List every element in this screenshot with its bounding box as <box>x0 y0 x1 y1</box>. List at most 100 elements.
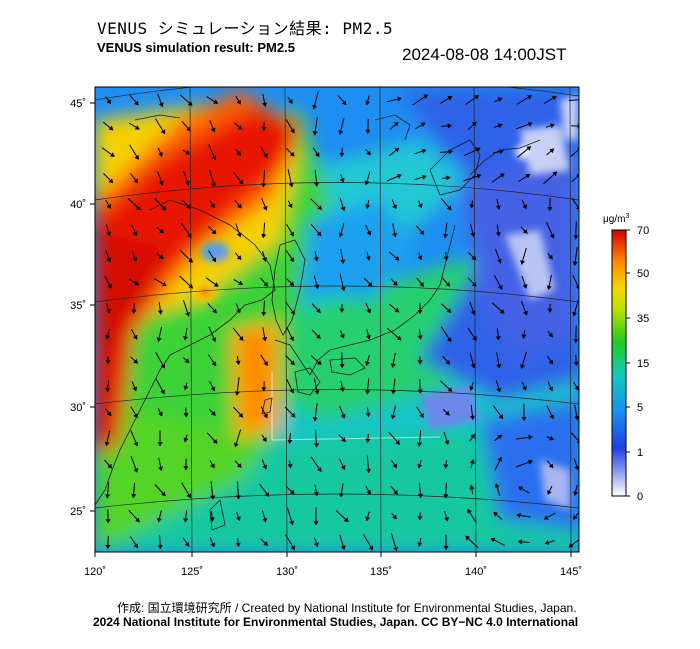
wind-arrow-head <box>339 333 345 339</box>
wind-arrow-head <box>213 282 219 287</box>
wind-arrow-head <box>417 335 423 340</box>
wind-arrow-head <box>211 155 217 161</box>
wind-arrow-head <box>469 484 475 490</box>
wind-arrow-shaft <box>570 148 579 157</box>
wind-arrow-head <box>161 491 166 497</box>
wind-arrow-head <box>313 182 320 187</box>
wind-arrow-head <box>496 387 502 393</box>
wind-arrow-head <box>552 171 558 177</box>
wind-arrow-head <box>470 310 476 316</box>
wind-arrow-head <box>551 96 557 101</box>
wind-arrow-head <box>525 173 531 179</box>
wind-arrow-head <box>210 203 215 208</box>
wind-arrow-head <box>289 520 295 526</box>
wind-arrow-head <box>133 468 139 473</box>
wind-arrow-head <box>446 308 452 313</box>
graticule <box>95 87 579 552</box>
wind-arrow-head <box>210 127 216 133</box>
license-line: 2024 National Institute for Environmenta… <box>93 615 579 629</box>
wind-arrow-head <box>365 334 371 340</box>
wind-arrow-head <box>366 489 371 495</box>
wind-arrow-head <box>289 388 295 394</box>
wind-arrow-head <box>469 386 475 391</box>
wind-arrow-head <box>446 175 451 181</box>
wind-arrow-head <box>516 512 521 518</box>
wind-arrow-head <box>263 541 269 546</box>
wind-arrow-head <box>390 414 396 420</box>
wind-arrow-head <box>527 95 533 100</box>
wind-arrow-head <box>421 148 427 154</box>
wind-arrow-head <box>313 256 319 262</box>
wind-arrow-head <box>543 515 549 520</box>
wind-arrow-head <box>574 465 579 471</box>
wind-arrow-head <box>341 100 347 106</box>
wind-arrow-head <box>574 415 579 421</box>
wind-arrow-head <box>423 94 429 99</box>
colorbar-label-15: 15 <box>637 358 649 370</box>
wind-arrow-head <box>469 459 475 464</box>
wind-arrow-head <box>340 206 346 212</box>
wind-arrow-head <box>338 232 344 238</box>
wind-arrow-head <box>262 464 268 470</box>
wind-arrow-head <box>397 173 402 179</box>
wind-arrow-head <box>183 413 189 418</box>
wind-arrow-head <box>136 205 141 211</box>
wind-arrow-head <box>312 104 318 110</box>
wind-arrow-head <box>236 99 241 105</box>
wind-arrow-head <box>547 489 552 495</box>
wind-arrow-head <box>106 257 112 263</box>
wind-arrow-head <box>158 411 163 417</box>
wind-arrow-head <box>290 545 295 551</box>
wind-arrow-head <box>339 387 345 392</box>
wind-arrow-head <box>186 493 191 499</box>
wind-arrow-head <box>184 541 190 547</box>
wind-arrow-head <box>580 98 583 101</box>
wind-arrow-head <box>394 255 400 261</box>
wind-arrow-head <box>133 358 139 364</box>
wind-arrow-head <box>340 259 346 264</box>
wind-arrow-head <box>185 311 190 317</box>
wind-arrow-head <box>313 521 319 526</box>
wind-arrow-head <box>419 413 424 419</box>
wind-arrow-head <box>236 255 242 261</box>
wind-arrow-head <box>476 173 482 179</box>
wind-arrow-head <box>238 179 244 185</box>
wind-arrow-head <box>397 96 402 102</box>
colorbar-unit: μg/m3 <box>603 213 629 225</box>
wind-arrow-head <box>211 257 217 263</box>
wind-arrow-head <box>263 361 268 367</box>
wind-arrow-head <box>467 508 472 514</box>
wind-arrow-head <box>263 153 268 159</box>
wind-arrow-head <box>338 130 344 135</box>
wind-arrow-head <box>392 204 397 210</box>
wind-arrow-head <box>132 231 138 237</box>
wind-arrow-head <box>235 360 241 366</box>
wind-arrow-head <box>447 387 453 392</box>
colorbar-label-5: 5 <box>637 402 643 414</box>
wind-arrow-head <box>213 99 219 104</box>
wind-arrow-head <box>392 232 398 238</box>
wind-vector-field <box>101 91 583 552</box>
wind-arrow-head <box>340 545 346 551</box>
wind-arrow-head <box>235 542 241 548</box>
wind-arrow-head <box>290 309 295 315</box>
colorbar-label-50: 50 <box>637 268 649 280</box>
colorbar-label-1: 1 <box>637 447 643 459</box>
wind-arrow-head <box>287 439 293 444</box>
wind-arrow-head <box>417 389 423 394</box>
wind-arrow-head <box>470 232 476 238</box>
wind-arrow-head <box>338 492 344 498</box>
wind-arrow-head <box>392 281 398 286</box>
wind-arrow-head <box>314 284 320 290</box>
wind-arrow-head <box>394 147 400 153</box>
latitude-axis: 45˚ 40˚ 35˚ 30˚ 25˚ <box>70 98 95 518</box>
wind-arrow-head <box>233 442 239 448</box>
wind-arrow-head <box>364 180 370 186</box>
wind-arrow-head <box>390 363 396 368</box>
wind-arrow-head <box>365 412 371 418</box>
wind-arrow-head <box>212 439 218 444</box>
wind-arrow-head <box>573 235 579 240</box>
wind-arrow-head <box>518 486 524 491</box>
lat-label-30: 30˚ <box>70 402 86 414</box>
wind-arrow-head <box>261 311 267 317</box>
